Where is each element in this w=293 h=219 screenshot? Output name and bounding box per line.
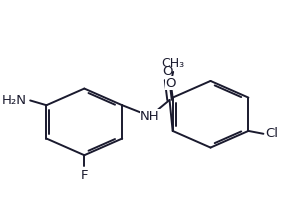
Text: O: O xyxy=(166,77,176,90)
Text: NH: NH xyxy=(140,110,160,123)
Text: F: F xyxy=(81,169,88,182)
Text: O: O xyxy=(162,65,172,78)
Text: H₂N: H₂N xyxy=(1,94,26,107)
Text: Cl: Cl xyxy=(265,127,278,140)
Text: CH₃: CH₃ xyxy=(162,57,185,70)
